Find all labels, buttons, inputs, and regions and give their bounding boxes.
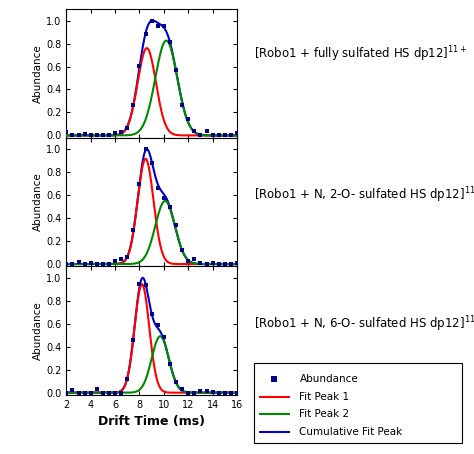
Text: Fit Peak 2: Fit Peak 2	[300, 409, 350, 419]
Text: Fit Peak 1: Fit Peak 1	[300, 391, 350, 402]
Text: [Robo1 + N, 2-O- sulfated HS dp12]$^{11+}$: [Robo1 + N, 2-O- sulfated HS dp12]$^{11+…	[254, 185, 474, 205]
Y-axis label: Abundance: Abundance	[33, 44, 43, 103]
Text: [Robo1 + N, 6-O- sulfated HS dp12]$^{11+}$: [Robo1 + N, 6-O- sulfated HS dp12]$^{11+…	[254, 315, 474, 335]
Y-axis label: Abundance: Abundance	[33, 301, 43, 360]
Text: [Robo1 + fully sulfated HS dp12]$^{11+}$: [Robo1 + fully sulfated HS dp12]$^{11+}$	[254, 44, 467, 64]
Text: Cumulative Fit Peak: Cumulative Fit Peak	[300, 426, 403, 437]
X-axis label: Drift Time (ms): Drift Time (ms)	[98, 415, 205, 429]
Y-axis label: Abundance: Abundance	[33, 173, 43, 232]
Text: Abundance: Abundance	[300, 374, 358, 384]
